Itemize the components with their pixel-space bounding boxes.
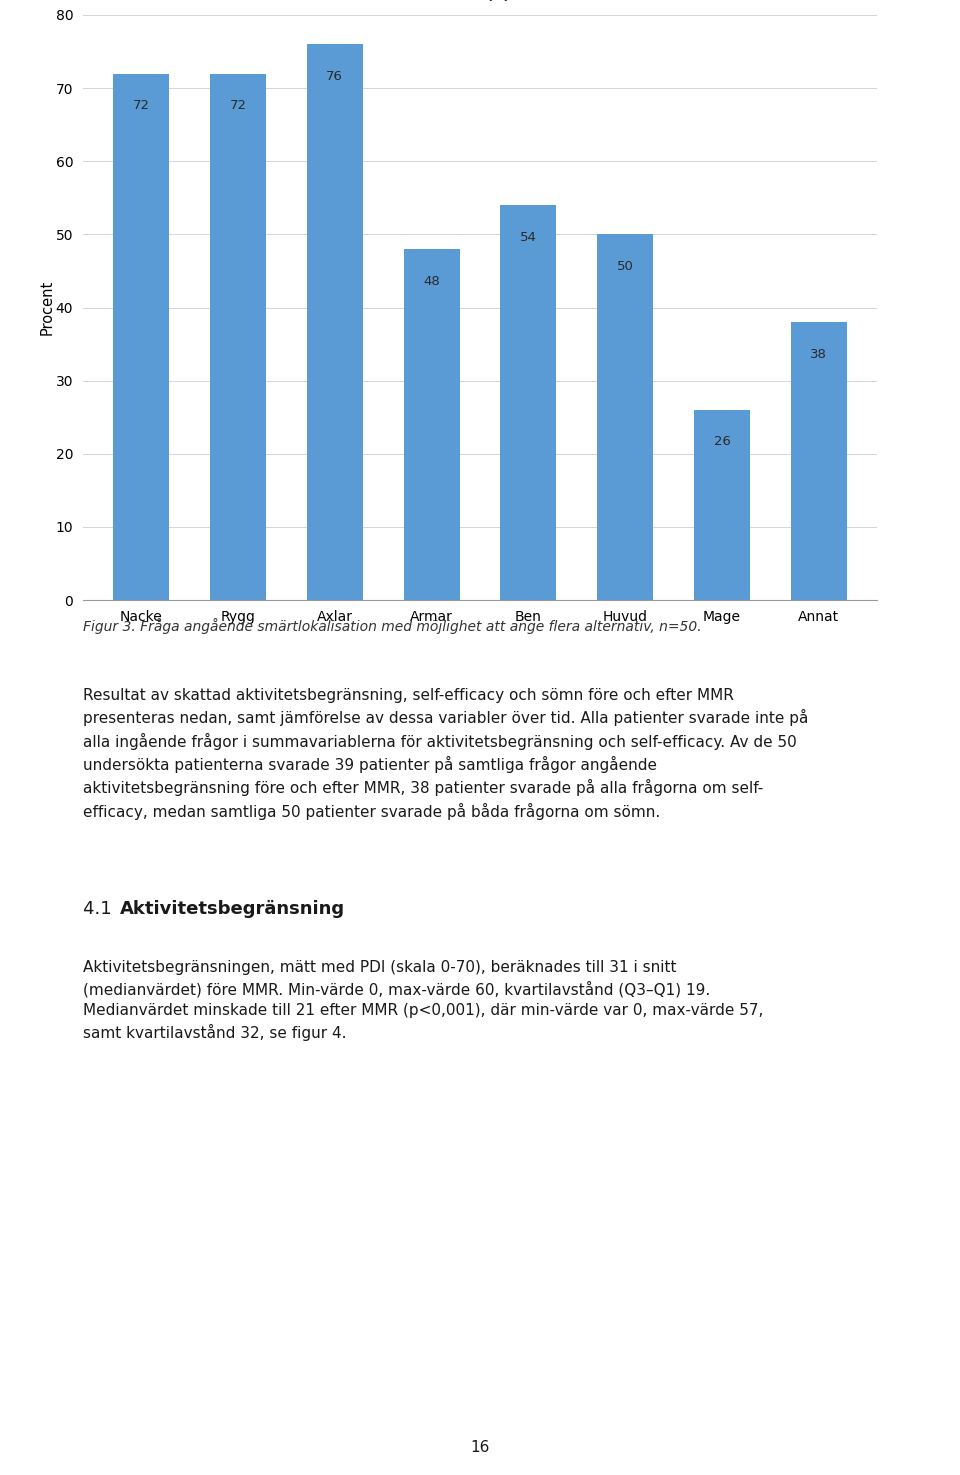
- Bar: [791, 322, 847, 600]
- Text: 38: 38: [810, 348, 828, 361]
- Text: 16: 16: [470, 1440, 490, 1454]
- Bar: [500, 205, 557, 600]
- Text: 72: 72: [229, 99, 247, 112]
- Bar: [306, 44, 363, 600]
- Text: Resultat av skattad aktivitetsbegränsning, self-efficacy och sömn före och efter: Resultat av skattad aktivitetsbegränsnin…: [83, 687, 808, 820]
- Bar: [597, 235, 654, 600]
- Text: 76: 76: [326, 69, 343, 83]
- Text: 72: 72: [132, 99, 150, 112]
- Text: 26: 26: [713, 435, 731, 448]
- Bar: [403, 249, 460, 600]
- Y-axis label: Procent: Procent: [39, 280, 55, 335]
- Text: Figur 3. Fråga angående smärtlokalisation med möjlighet att ange flera alternati: Figur 3. Fråga angående smärtlokalisatio…: [83, 618, 702, 634]
- Bar: [694, 410, 750, 600]
- Text: 48: 48: [423, 274, 440, 288]
- Bar: [210, 74, 266, 600]
- Text: 50: 50: [617, 260, 634, 273]
- Bar: [113, 74, 169, 600]
- Text: Aktivitetsbegränsningen, mätt med PDI (skala 0-70), beräknades till 31 i snitt
(: Aktivitetsbegränsningen, mätt med PDI (s…: [83, 960, 763, 1041]
- Text: 4.1: 4.1: [83, 900, 129, 917]
- Text: 54: 54: [520, 230, 537, 243]
- Text: Aktivitetsbegränsning: Aktivitetsbegränsning: [119, 900, 345, 917]
